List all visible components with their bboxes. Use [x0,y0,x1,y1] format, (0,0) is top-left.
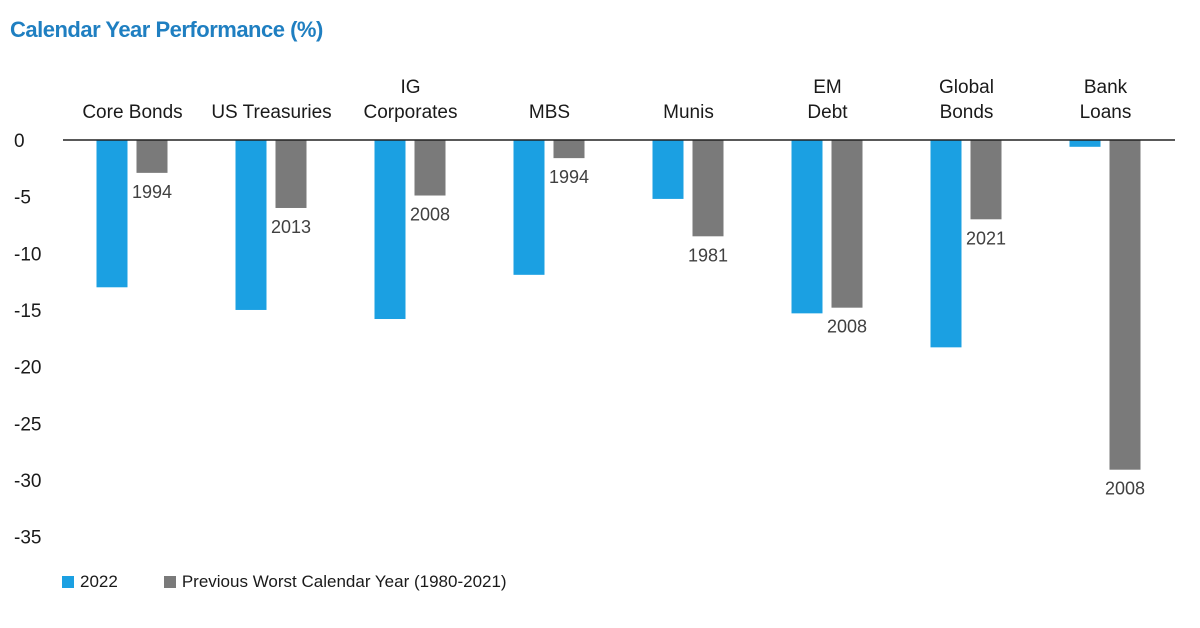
year-data-label: 1994 [132,182,172,202]
year-data-label: 2008 [410,205,450,225]
bar-2022 [96,140,128,288]
year-data-label: 1994 [549,167,589,187]
category-label: Global [939,77,994,98]
legend-item-2022: 2022 [62,572,118,592]
y-tick-label: -10 [14,244,41,265]
year-data-label: 2013 [271,217,311,237]
bar-2022 [1069,140,1101,147]
bar-2022 [513,140,545,275]
bar-previous-worst [553,140,585,159]
category-label: Loans [1080,102,1132,123]
y-tick-label: -35 [14,528,41,549]
bar-2022 [652,140,684,199]
bar-previous-worst [414,140,446,196]
bar-2022 [930,140,962,348]
legend-item-previous-worst: Previous Worst Calendar Year (1980-2021) [163,572,507,592]
year-data-label: 2008 [827,317,867,337]
year-data-label: 2021 [966,228,1006,248]
bar-previous-worst [692,140,724,237]
category-label: Debt [807,102,848,123]
y-tick-label: -30 [14,471,41,492]
category-label: Munis [663,102,714,123]
legend-label-previous-worst: Previous Worst Calendar Year (1980-2021) [181,572,507,591]
bar-previous-worst [136,140,168,173]
y-tick-label: -15 [14,301,41,322]
bar-2022 [374,140,406,320]
year-data-label: 1981 [688,245,728,265]
category-label: Core Bonds [82,102,182,123]
y-tick-label: -20 [14,358,41,379]
category-label: US Treasuries [211,102,331,123]
year-data-label: 2008 [1105,479,1145,499]
category-label: Bonds [940,102,994,123]
bar-previous-worst [831,140,863,308]
chart-title: Calendar Year Performance (%) [10,17,323,42]
legend: 2022 Previous Worst Calendar Year (1980-… [62,572,553,592]
bar-previous-worst [970,140,1002,220]
y-tick-label: -25 [14,414,41,435]
bar-2022 [235,140,267,310]
bar-previous-worst [275,140,307,208]
y-tick-label: 0 [14,131,25,152]
category-label: Corporates [364,102,458,123]
legend-swatch-previous-worst [163,576,176,588]
legend-swatch-2022 [62,576,74,588]
category-label: Bank [1084,77,1128,98]
category-label: IG [400,77,420,98]
bar-2022 [791,140,823,314]
category-label: EM [813,77,842,98]
legend-label-2022: 2022 [80,572,118,591]
bar-previous-worst [1109,140,1141,470]
category-label: MBS [529,102,570,123]
y-tick-label: -5 [14,188,31,209]
